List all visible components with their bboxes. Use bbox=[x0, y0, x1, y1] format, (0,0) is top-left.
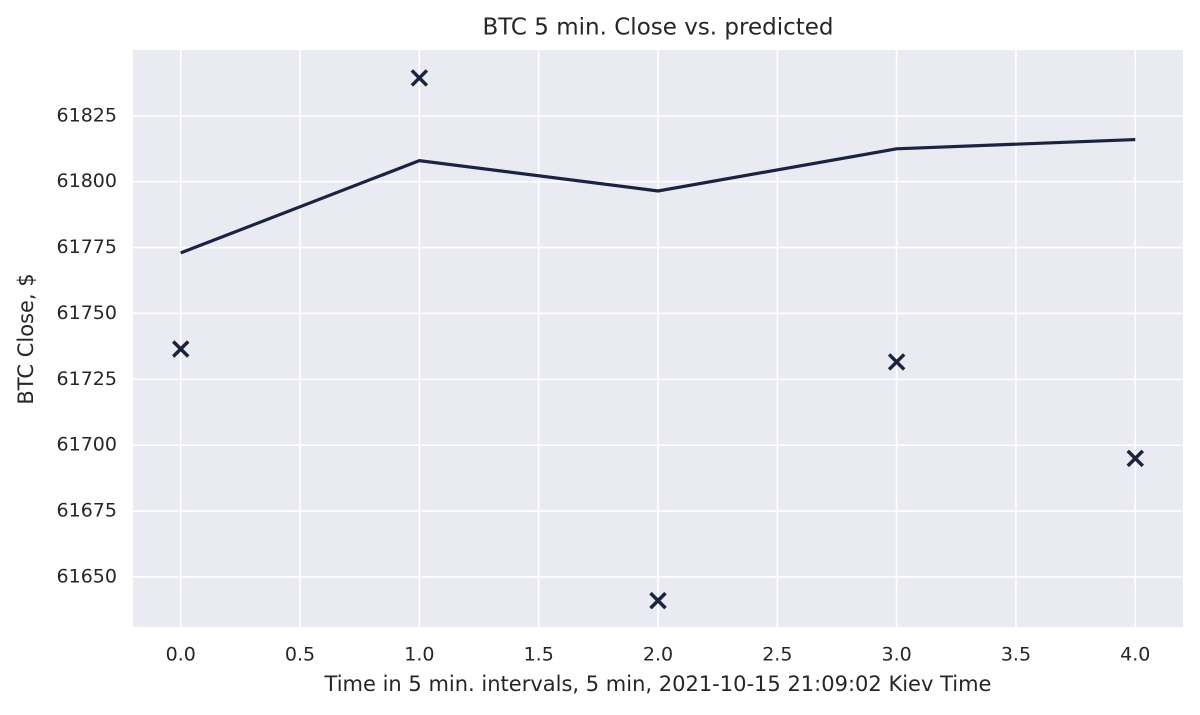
line bbox=[180, 137, 1136, 255]
x-tick-label: 1.0 bbox=[404, 644, 434, 666]
y-tick-label: 61650 bbox=[57, 565, 117, 587]
marker bbox=[410, 69, 429, 87]
chart-title: BTC 5 min. Close vs. predicted bbox=[482, 15, 833, 41]
marker bbox=[649, 591, 667, 610]
marker bbox=[1126, 449, 1145, 468]
y-tick-label: 61825 bbox=[57, 104, 117, 126]
x-tick-label: 4.0 bbox=[1120, 644, 1150, 666]
y-tick-label: 61700 bbox=[57, 434, 117, 456]
x-tick-label: 3.0 bbox=[882, 644, 912, 666]
x-tick-label: 3.5 bbox=[1001, 644, 1031, 666]
x-axis-label: Time in 5 min. intervals, 5 min, 2021-10… bbox=[324, 672, 992, 696]
y-tick-label: 61775 bbox=[57, 236, 117, 258]
x-tick-label: 2.5 bbox=[762, 644, 792, 666]
y-tick-label: 61725 bbox=[57, 368, 117, 390]
x-tick-label: 0.5 bbox=[285, 644, 315, 666]
x-tick-label: 0.0 bbox=[166, 644, 196, 666]
y-axis-label: BTC Close, $ bbox=[14, 273, 38, 404]
marker bbox=[887, 353, 906, 371]
y-tick-label: 61675 bbox=[57, 500, 117, 522]
y-tick-label: 61800 bbox=[57, 170, 117, 192]
x-tick-label: 1.5 bbox=[524, 644, 554, 666]
x-tick-label: 2.0 bbox=[643, 644, 673, 666]
marker bbox=[171, 340, 190, 358]
y-tick-label: 61750 bbox=[57, 302, 117, 324]
